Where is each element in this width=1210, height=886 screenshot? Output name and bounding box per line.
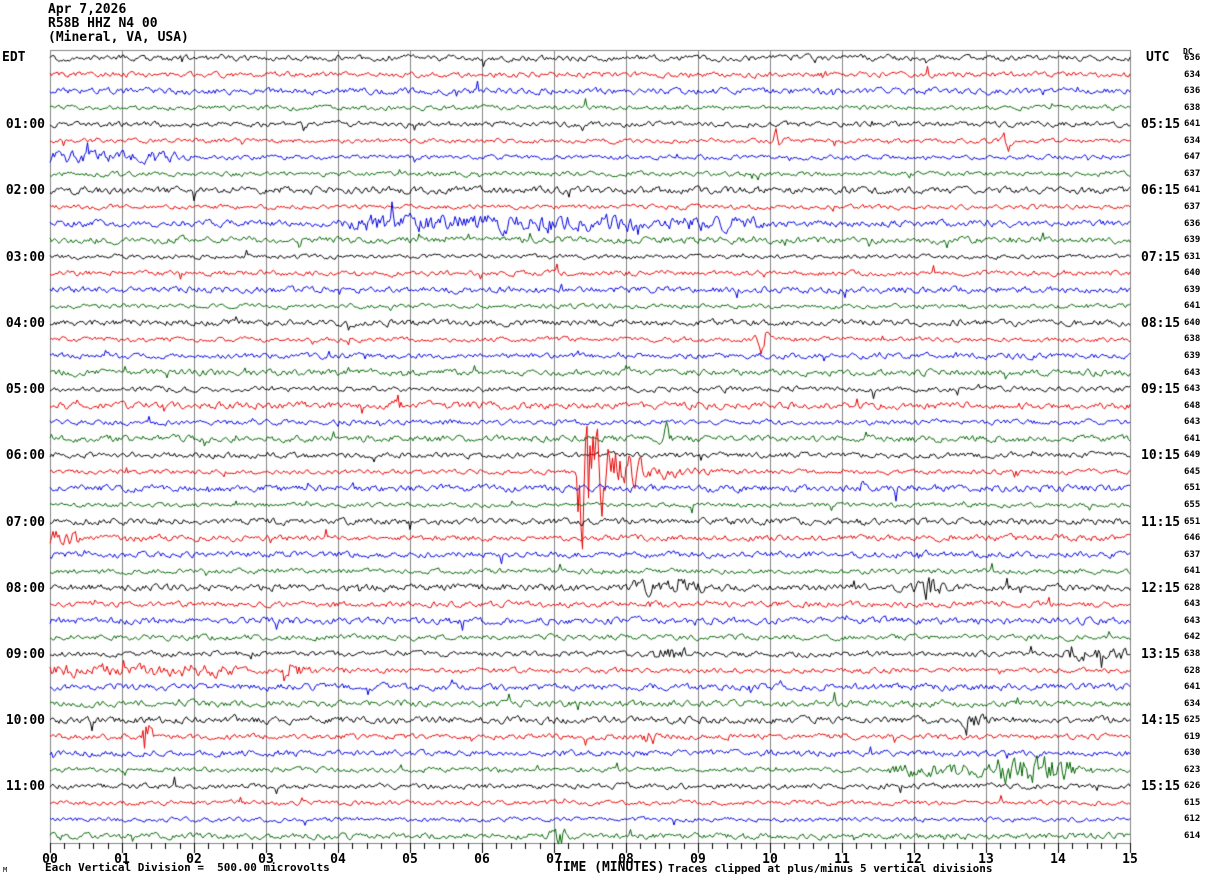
x-axis-tick-label: 03 xyxy=(258,852,274,867)
dc-offset-value: 634 xyxy=(1184,135,1201,146)
x-axis-tick-label: 15 xyxy=(1122,852,1138,867)
dc-header: DC xyxy=(1183,47,1193,56)
edt-hour-label: 08:00 xyxy=(5,580,45,596)
dc-offset-value: 619 xyxy=(1184,731,1201,742)
utc-hour-label: 07:15 xyxy=(1141,249,1181,265)
edt-hour-label: 01:00 xyxy=(5,117,45,133)
scale-note: Each Vertical Division = 500.00 microvol… xyxy=(45,861,330,874)
dc-offset-value: 651 xyxy=(1184,483,1201,494)
edt-hour-label: 09:00 xyxy=(5,646,45,662)
dc-offset-value: 646 xyxy=(1184,533,1201,543)
dc-offset-value: 630 xyxy=(1184,748,1201,759)
station-location: (Mineral, VA, USA) xyxy=(48,30,189,45)
dc-offset-value: 634 xyxy=(1184,69,1201,80)
dc-offset-value: 638 xyxy=(1184,648,1201,659)
dc-offset-value: 655 xyxy=(1184,499,1201,510)
edt-hour-label: 02:00 xyxy=(5,183,45,199)
dc-offset-value: 640 xyxy=(1184,268,1201,279)
edt-hour-label: 05:00 xyxy=(5,382,45,398)
x-axis-tick-label: 05 xyxy=(402,852,418,867)
utc-hour-label: 10:15 xyxy=(1141,448,1181,464)
dc-offset-value: 628 xyxy=(1184,665,1201,676)
dc-offset-value: 612 xyxy=(1184,814,1201,825)
x-axis-tick-label: 10 xyxy=(762,852,778,867)
edt-hour-label: 11:00 xyxy=(5,779,45,795)
dc-offset-value: 639 xyxy=(1184,351,1201,361)
dc-offset-value: 636 xyxy=(1184,53,1201,63)
dc-offset-value: 628 xyxy=(1184,582,1201,593)
dc-offset-value: 639 xyxy=(1184,284,1201,295)
utc-hour-label: 05:15 xyxy=(1141,117,1181,133)
dc-offset-value: 614 xyxy=(1184,831,1201,841)
recording-date: Apr 7,2026 xyxy=(48,2,127,17)
utc-hour-label: 08:15 xyxy=(1141,315,1181,331)
dc-offset-value: 643 xyxy=(1184,417,1201,428)
x-axis-tick-label: 13 xyxy=(978,852,994,867)
x-axis-tick-label: 09 xyxy=(690,852,706,867)
dc-offset-value: 631 xyxy=(1184,251,1201,262)
x-axis-tick-label: 07 xyxy=(546,852,562,867)
utc-hour-label: 06:15 xyxy=(1141,183,1181,199)
dc-offset-value: 643 xyxy=(1184,615,1201,626)
edt-hour-label: 07:00 xyxy=(5,514,45,530)
clip-note: Traces clipped at plus/minus 5 vertical … xyxy=(668,862,993,875)
dc-offset-value: 638 xyxy=(1184,102,1201,113)
dc-offset-value: 623 xyxy=(1184,764,1201,775)
dc-offset-value: 641 xyxy=(1184,682,1201,692)
utc-hour-label: 12:15 xyxy=(1141,580,1181,596)
utc-hour-label: 13:15 xyxy=(1141,646,1181,662)
x-axis-tick-label: 11 xyxy=(834,852,850,867)
utc-hour-label: 15:15 xyxy=(1141,779,1181,795)
dc-offset-value: 637 xyxy=(1184,168,1201,179)
dc-offset-value: 648 xyxy=(1184,400,1201,411)
dc-offset-value: 637 xyxy=(1184,549,1201,560)
dc-offset-value: 639 xyxy=(1184,235,1201,246)
dc-offset-value: 641 xyxy=(1184,433,1201,444)
dc-offset-value: 640 xyxy=(1184,317,1201,328)
dc-offset-value: 641 xyxy=(1184,301,1201,312)
dc-offset-value: 638 xyxy=(1184,334,1201,345)
dc-offset-value: 643 xyxy=(1184,367,1201,378)
edt-hour-label: 06:00 xyxy=(5,448,45,464)
x-axis-tick-label: 08 xyxy=(618,852,634,867)
dc-offset-value: 647 xyxy=(1184,152,1201,163)
x-axis-tick-label: 01 xyxy=(114,852,130,867)
x-axis-tick-label: 02 xyxy=(186,852,202,867)
dc-offset-value: 649 xyxy=(1184,450,1201,461)
utc-hour-label: 14:15 xyxy=(1141,713,1181,729)
dc-offset-value: 636 xyxy=(1184,218,1201,229)
dc-offset-value: 641 xyxy=(1184,119,1201,130)
utc-header: UTC xyxy=(1146,50,1170,65)
edt-hour-label: 03:00 xyxy=(5,249,45,265)
dc-offset-value: 641 xyxy=(1184,185,1201,196)
utc-hour-label: 09:15 xyxy=(1141,382,1181,398)
x-axis-tick-label: 06 xyxy=(474,852,490,867)
edt-header: EDT xyxy=(2,50,26,65)
x-axis-tick-label: 00 xyxy=(42,852,58,867)
x-axis-tick-label: 12 xyxy=(906,852,922,867)
station-code: R58B HHZ N4 00 xyxy=(48,16,158,31)
dc-offset-value: 634 xyxy=(1184,698,1201,709)
edt-hour-label: 10:00 xyxy=(5,713,45,729)
dc-offset-value: 651 xyxy=(1184,516,1201,527)
dc-offset-value: 645 xyxy=(1184,466,1201,477)
x-axis-title: TIME (MINUTES) xyxy=(555,860,665,875)
utc-hour-label: 11:15 xyxy=(1141,514,1181,530)
dc-offset-value: 636 xyxy=(1184,86,1201,97)
dc-offset-value: 641 xyxy=(1184,566,1201,577)
edt-hour-label: 04:00 xyxy=(5,315,45,331)
dc-offset-value: 625 xyxy=(1184,715,1201,726)
x-axis-tick-label: 04 xyxy=(330,852,346,867)
dc-offset-value: 637 xyxy=(1184,202,1201,212)
dc-offset-value: 643 xyxy=(1184,599,1201,610)
x-axis-tick-label: 14 xyxy=(1050,852,1066,867)
dc-offset-value: 643 xyxy=(1184,384,1201,395)
corner-glyph: M xyxy=(3,866,8,874)
dc-offset-value: 642 xyxy=(1184,632,1201,643)
dc-offset-value: 615 xyxy=(1184,797,1201,808)
dc-offset-value: 626 xyxy=(1184,781,1201,792)
